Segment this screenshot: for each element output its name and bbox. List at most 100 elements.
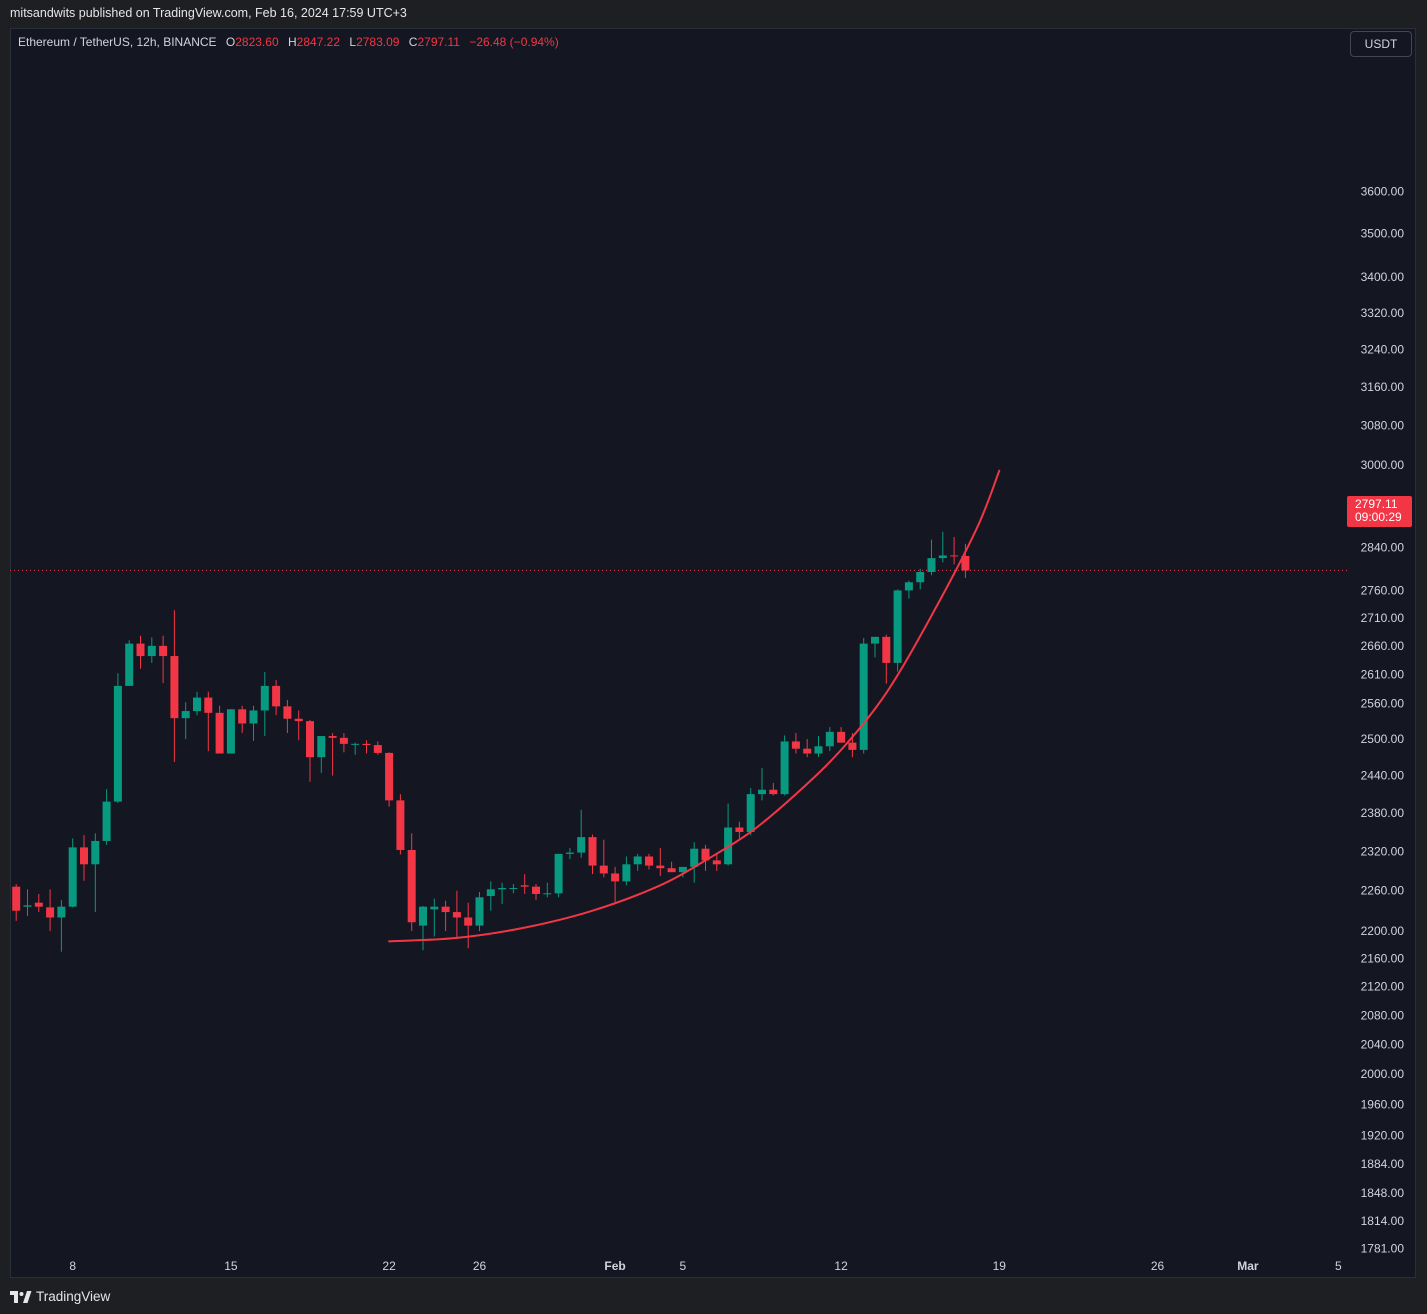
- candle-body: [396, 800, 405, 850]
- candle-body: [611, 873, 620, 882]
- candle-body: [294, 718, 303, 722]
- y-tick-label: 2710.00: [1361, 611, 1405, 625]
- open-label: O: [225, 35, 236, 49]
- candle-body: [803, 748, 812, 754]
- candle-body: [385, 752, 394, 801]
- candle: [430, 898, 439, 937]
- candle-body: [113, 685, 122, 802]
- candle: [452, 890, 461, 938]
- candle-body: [871, 636, 879, 644]
- candle: [667, 861, 676, 873]
- candle: [249, 705, 258, 741]
- time-axis: 8 15 22 26 Feb 5 12 19 26 Mar 5: [69, 1259, 1342, 1273]
- y-tick-label: 2660.00: [1361, 639, 1405, 653]
- candle-body: [328, 736, 337, 738]
- candle-body: [407, 849, 416, 923]
- candle-body: [837, 731, 846, 743]
- y-tick-label: 2440.00: [1361, 769, 1405, 783]
- candle: [961, 543, 970, 578]
- y-tick-label: 2080.00: [1361, 1008, 1405, 1022]
- y-tick-label: 2260.00: [1361, 884, 1405, 898]
- candle-body: [859, 643, 868, 750]
- candle-body: [159, 645, 168, 657]
- candle: [645, 853, 653, 870]
- y-tick-label: 1848.00: [1361, 1186, 1405, 1200]
- candle: [419, 906, 427, 951]
- candle: [407, 833, 416, 932]
- candle: [294, 710, 303, 741]
- candle-body: [91, 840, 100, 865]
- symbol-legend: Ethereum / TetherUS, 12h, BINANCE O2823.…: [18, 35, 559, 49]
- candle: [498, 882, 507, 904]
- candle: [373, 741, 382, 755]
- symbol-title: Ethereum / TetherUS, 12h, BINANCE: [18, 35, 217, 49]
- candle-body: [249, 710, 258, 724]
- candle-body: [543, 893, 552, 895]
- y-tick-label: 2840.00: [1361, 540, 1405, 554]
- y-tick-label: 2120.00: [1361, 980, 1405, 994]
- candle-body: [102, 801, 111, 841]
- candle: [554, 853, 563, 898]
- candle-body: [848, 742, 857, 750]
- candle: [396, 794, 405, 855]
- candle: [565, 848, 574, 860]
- y-tick-label: 2380.00: [1361, 806, 1405, 820]
- candle-body: [204, 697, 213, 713]
- candle-body: [339, 737, 348, 744]
- parabolic-curve-line: [388, 469, 1001, 943]
- candle: [441, 900, 450, 932]
- candle-body: [791, 741, 800, 749]
- candle-body: [520, 885, 529, 887]
- candle-body: [678, 866, 687, 873]
- candle: [80, 835, 88, 881]
- candle: [351, 742, 360, 755]
- candle-body: [317, 736, 326, 758]
- candle: [927, 539, 936, 576]
- candle: [328, 733, 337, 776]
- candle: [712, 853, 721, 871]
- candle: [464, 902, 473, 949]
- curve-overlay-layer: [388, 469, 1001, 943]
- x-tick-label: 12: [834, 1259, 848, 1273]
- publish-info: mitsandwits published on TradingView.com…: [10, 6, 407, 20]
- candle: [362, 740, 371, 754]
- candle: [882, 634, 891, 684]
- candle-body: [23, 905, 32, 907]
- candle: [159, 635, 168, 684]
- y-tick-label: 1814.00: [1361, 1214, 1405, 1228]
- candle: [950, 536, 959, 565]
- candle: [34, 893, 43, 913]
- candle: [780, 735, 789, 796]
- candle-body: [735, 827, 744, 832]
- candle: [509, 884, 518, 894]
- candle: [678, 866, 687, 878]
- tradingview-logo[interactable]: TradingView: [10, 1289, 110, 1304]
- candle-body: [68, 847, 77, 907]
- chart-frame[interactable]: [10, 28, 1416, 1278]
- candle: [91, 833, 100, 913]
- candle-body: [147, 645, 156, 657]
- candle: [871, 636, 879, 658]
- last-price-label: 2797.11 09:00:29: [1347, 496, 1412, 527]
- currency-button[interactable]: USDT: [1350, 31, 1412, 57]
- candle: [23, 889, 32, 917]
- x-tick-label: Feb: [604, 1259, 625, 1273]
- candle: [916, 568, 925, 590]
- y-tick-label: 3600.00: [1361, 184, 1405, 198]
- candle: [611, 866, 620, 903]
- x-tick-label: 26: [473, 1259, 487, 1273]
- candle-body: [306, 721, 314, 758]
- candle-body: [215, 712, 224, 754]
- candle-body: [238, 709, 247, 724]
- candle: [204, 691, 213, 752]
- candle: [181, 702, 190, 740]
- x-tick-label: 5: [680, 1259, 687, 1273]
- candle-body: [226, 709, 235, 754]
- candle: [532, 884, 540, 900]
- candle-body: [950, 555, 959, 557]
- candle-body: [57, 906, 66, 918]
- y-tick-label: 2760.00: [1361, 583, 1405, 597]
- candle: [215, 705, 224, 754]
- high-value: 2847.22: [296, 35, 341, 49]
